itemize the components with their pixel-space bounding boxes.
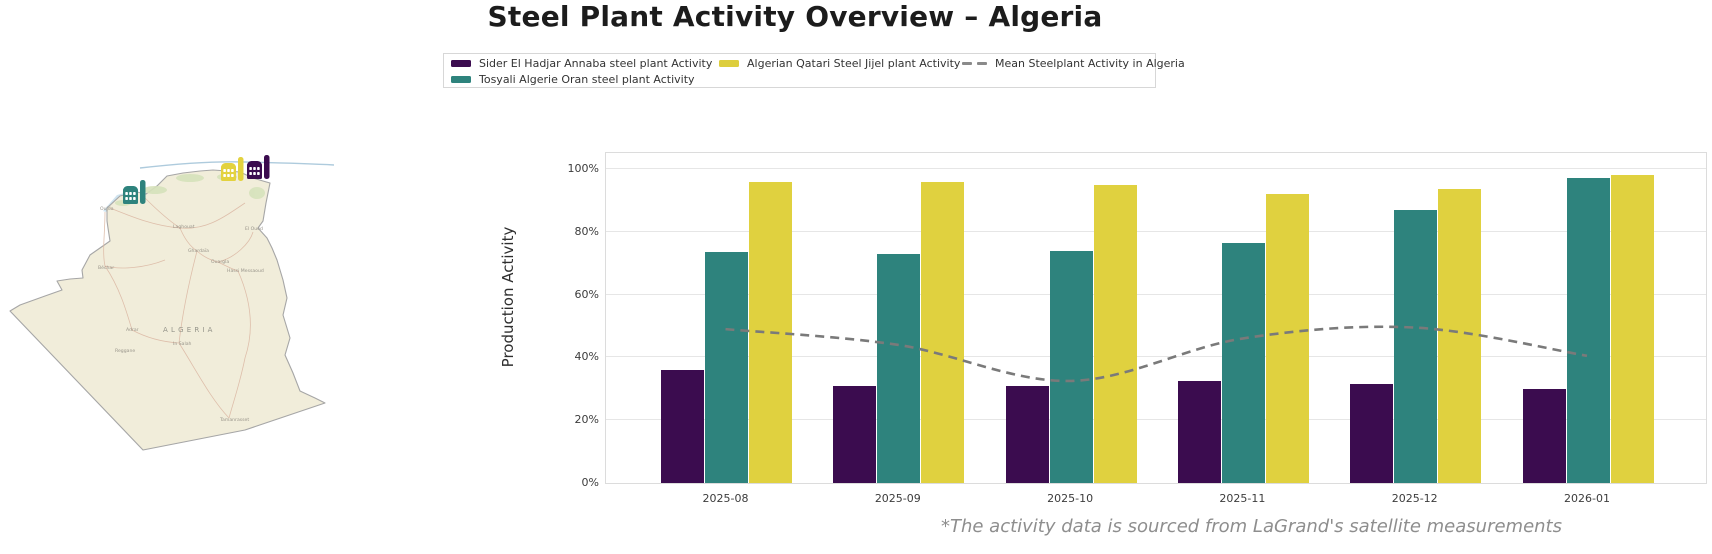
sea-coastline [139, 161, 335, 169]
factory-icon-annaba [247, 155, 270, 179]
map-city-label: In Salah [173, 341, 192, 347]
legend-color-swatch [719, 59, 739, 67]
map-city-label: Adrar [126, 327, 139, 333]
map-city-label: Reggane [115, 348, 135, 354]
bar-2025-10-series1 [1049, 250, 1093, 483]
map-city-label: Hassi Messaoud [227, 268, 264, 274]
y-axis-tick: 80% [574, 224, 599, 238]
bar-2025-12-series1 [1394, 209, 1438, 483]
map-country-label: ALGERIA [163, 326, 216, 334]
bar-2025-12-series0 [1350, 384, 1394, 483]
algeria-map-svg: ALGERIA Oujda Béchar Laghouat GhardaïaOuarg… [9, 155, 335, 451]
bar-2025-10-series2 [1093, 184, 1137, 483]
map-city-label: El Oued [245, 226, 263, 232]
bar-2026-01-series2 [1610, 175, 1654, 483]
algeria-map: ALGERIA Oujda Béchar Laghouat Ghardaïa Ouarg… [5, 148, 335, 467]
legend-color-swatch [451, 75, 471, 83]
x-axis-tick: 2025-11 [1219, 492, 1266, 505]
bar-2025-11-series0 [1177, 380, 1221, 483]
legend-item-label: Mean Steelplant Activity in Algeria [995, 56, 1185, 70]
bar-2025-10-series0 [1005, 385, 1049, 483]
gridline [606, 230, 1706, 232]
legend-item: Tosyali Algerie Oran steel plant Activit… [451, 71, 719, 87]
legend-item: Mean Steelplant Activity in Algeria [962, 55, 1185, 71]
map-city-label: Oujda [100, 206, 114, 212]
bar-2025-09-series0 [833, 385, 877, 483]
bar-2026-01-series1 [1566, 178, 1610, 483]
x-axis-tick: 2025-12 [1391, 492, 1438, 505]
y-axis-tick: 0% [581, 476, 599, 489]
gridline [606, 419, 1706, 421]
gridline [606, 168, 1706, 169]
bar-2025-09-series1 [877, 253, 921, 483]
legend-item: Sider El Hadjar Annaba steel plant Activ… [451, 55, 719, 71]
factory-icon-jijel [221, 157, 244, 181]
legend-item-label: Algerian Qatari Steel Jijel plant Activi… [747, 56, 961, 70]
bar-2025-08-series1 [705, 252, 748, 483]
gridline [606, 293, 1706, 295]
bar-2025-12-series2 [1438, 189, 1482, 483]
x-axis-tick: 2025-10 [1047, 492, 1094, 505]
legend-item-label: Sider El Hadjar Annaba steel plant Activ… [479, 56, 713, 70]
road-network [103, 197, 254, 419]
x-axis-tick: 2026-01 [1564, 492, 1610, 505]
map-city-label: Béchar [98, 264, 114, 271]
y-axis-tick: 100% [567, 162, 599, 175]
bar-2025-09-series2 [921, 181, 965, 483]
legend-item: Algerian Qatari Steel Jijel plant Activi… [719, 55, 962, 71]
map-city-label: Tamanrasset [219, 417, 249, 423]
page-title: Steel Plant Activity Overview – Algeria [487, 0, 1103, 33]
map-city-label: Ghardaïa [188, 248, 209, 254]
x-axis-tick: 2025-08 [702, 492, 749, 505]
x-axis-tick: 2025-09 [874, 492, 921, 505]
y-axis-tick: 40% [574, 350, 599, 364]
map-city-label: Laghouat [173, 224, 195, 230]
bar-2026-01-series0 [1522, 388, 1566, 483]
factory-icon-oran [123, 180, 146, 204]
map-city-label: Ouargla [211, 259, 229, 265]
plot-area [605, 152, 1707, 484]
algeria-border [9, 169, 326, 451]
source-footnote: *The activity data is sourced from LaGra… [940, 516, 1562, 537]
legend-dashed-line-marker [962, 61, 987, 65]
y-axis-tick: 20% [574, 413, 599, 427]
bar-chart: 0% 20% 40% 60% 80% 100% 2025-08 2025-09 2025-10 2… [568, 152, 1707, 505]
legend-item-label: Tosyali Algerie Oran steel plant Activit… [479, 72, 695, 86]
legend-color-swatch [451, 59, 471, 67]
y-axis-tick: 60% [574, 287, 599, 301]
bar-2025-08-series2 [749, 181, 792, 483]
chart-legend: Sider El Hadjar Annaba steel plant Activ… [443, 53, 1185, 88]
bar-2025-08-series0 [661, 369, 704, 483]
bar-2025-11-series1 [1221, 242, 1265, 483]
bar-2025-11-series2 [1265, 194, 1309, 483]
y-axis-title: Production Activity [499, 226, 517, 368]
